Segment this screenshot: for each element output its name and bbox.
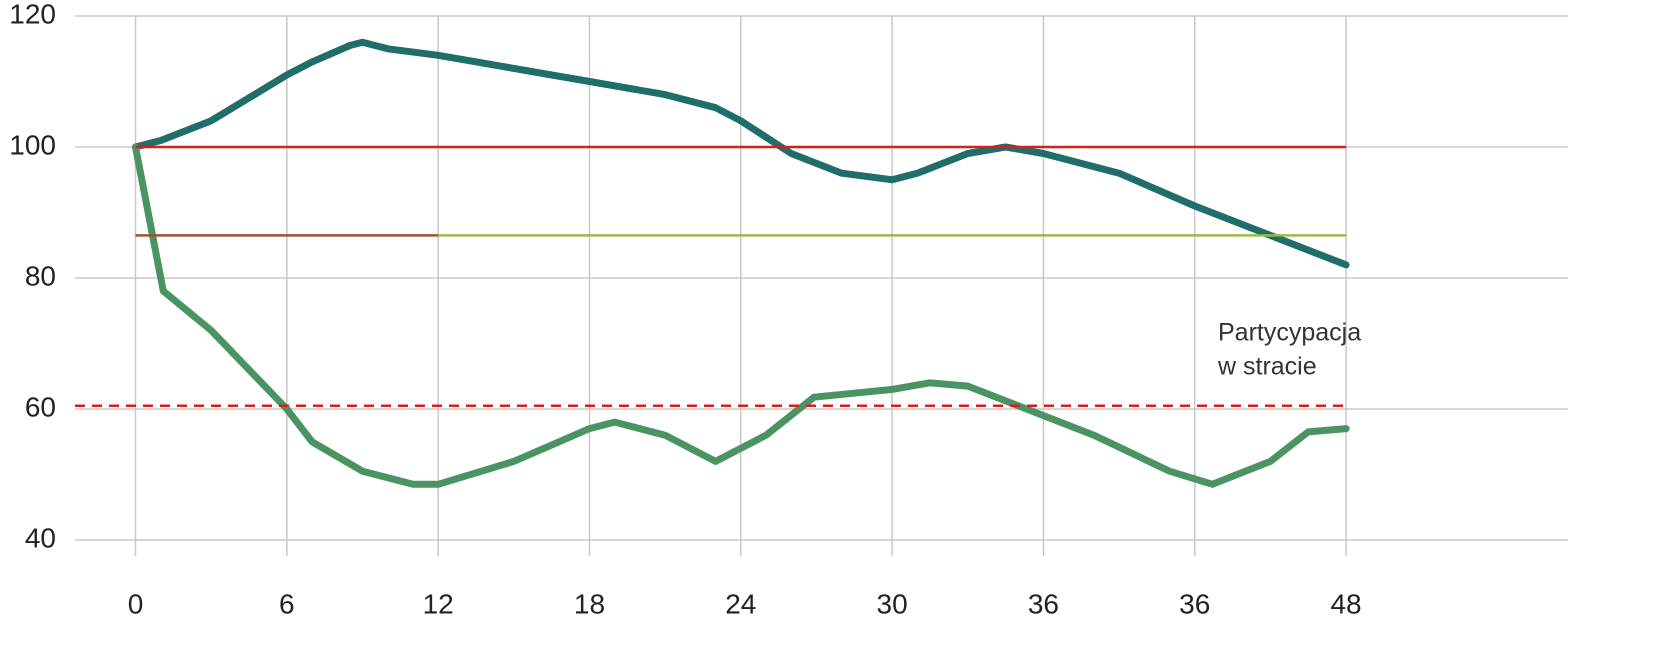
annotation: w stracie bbox=[1217, 353, 1317, 381]
y-tick-label: 120 bbox=[9, 0, 56, 29]
x-tick-label: 48 bbox=[1330, 588, 1361, 619]
x-tick-label: 0 bbox=[128, 588, 144, 619]
x-tick-label: 6 bbox=[279, 588, 295, 619]
y-tick-label: 80 bbox=[25, 260, 56, 291]
labels: Partycypacja w stracie 40 60 80 100 120 0 6 12 1… bbox=[9, 0, 1361, 619]
series-line bbox=[132, 143, 1350, 488]
x-tick-label: 12 bbox=[423, 588, 454, 619]
series-line bbox=[132, 38, 1350, 269]
x-tick-label: 30 bbox=[877, 588, 908, 619]
y-tick-label: 40 bbox=[25, 522, 56, 553]
annotation: Partycypacja bbox=[1218, 319, 1361, 347]
y-tick-label: 60 bbox=[25, 391, 56, 422]
x-tick-label: 36 bbox=[1028, 588, 1059, 619]
x-tick-label: 36 bbox=[1179, 588, 1210, 619]
x-tick-label: 24 bbox=[725, 588, 756, 619]
lines bbox=[75, 38, 1350, 488]
grid bbox=[75, 15, 1568, 556]
y-tick-label: 100 bbox=[9, 129, 56, 160]
x-tick-label: 18 bbox=[574, 588, 605, 619]
